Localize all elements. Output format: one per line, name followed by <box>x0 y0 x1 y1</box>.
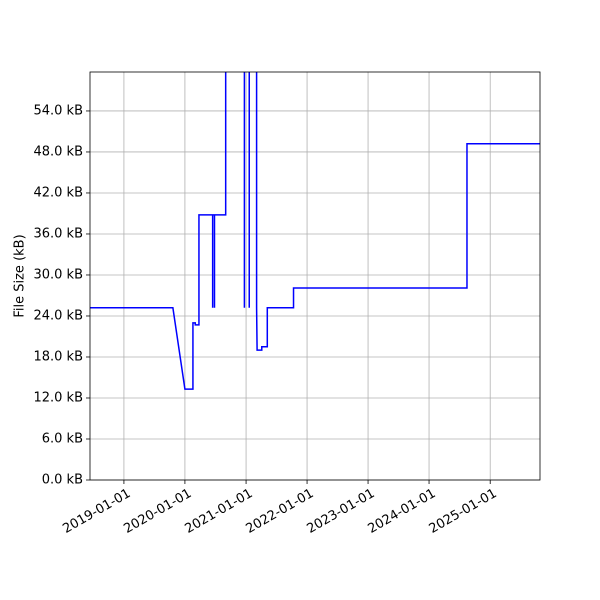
y-tick-label: 0.0 kB <box>42 473 83 488</box>
y-tick-label: 12.0 kB <box>33 390 83 405</box>
y-tick-label: 18.0 kB <box>33 349 83 364</box>
y-tick-label: 36.0 kB <box>33 226 83 241</box>
y-tick-label: 24.0 kB <box>33 308 83 323</box>
x-tick-label: 2021-01-01 <box>183 486 256 537</box>
data-line <box>90 72 540 390</box>
x-tick-label: 2023-01-01 <box>305 486 378 537</box>
y-tick-label: 30.0 kB <box>33 267 83 282</box>
y-tick-label: 6.0 kB <box>42 431 83 446</box>
x-tick-label: 2019-01-01 <box>60 486 133 537</box>
x-tick-label: 2022-01-01 <box>244 486 317 537</box>
x-tick-label: 2024-01-01 <box>366 486 439 537</box>
plot-frame <box>89 71 541 481</box>
y-axis-label: File Size (kB) <box>13 234 28 317</box>
y-tick-label: 54.0 kB <box>33 103 83 118</box>
x-tick-label: 2025-01-01 <box>427 486 500 537</box>
y-tick-label: 48.0 kB <box>33 144 83 159</box>
x-tick-label: 2020-01-01 <box>121 486 194 537</box>
y-tick-label: 42.0 kB <box>33 185 83 200</box>
